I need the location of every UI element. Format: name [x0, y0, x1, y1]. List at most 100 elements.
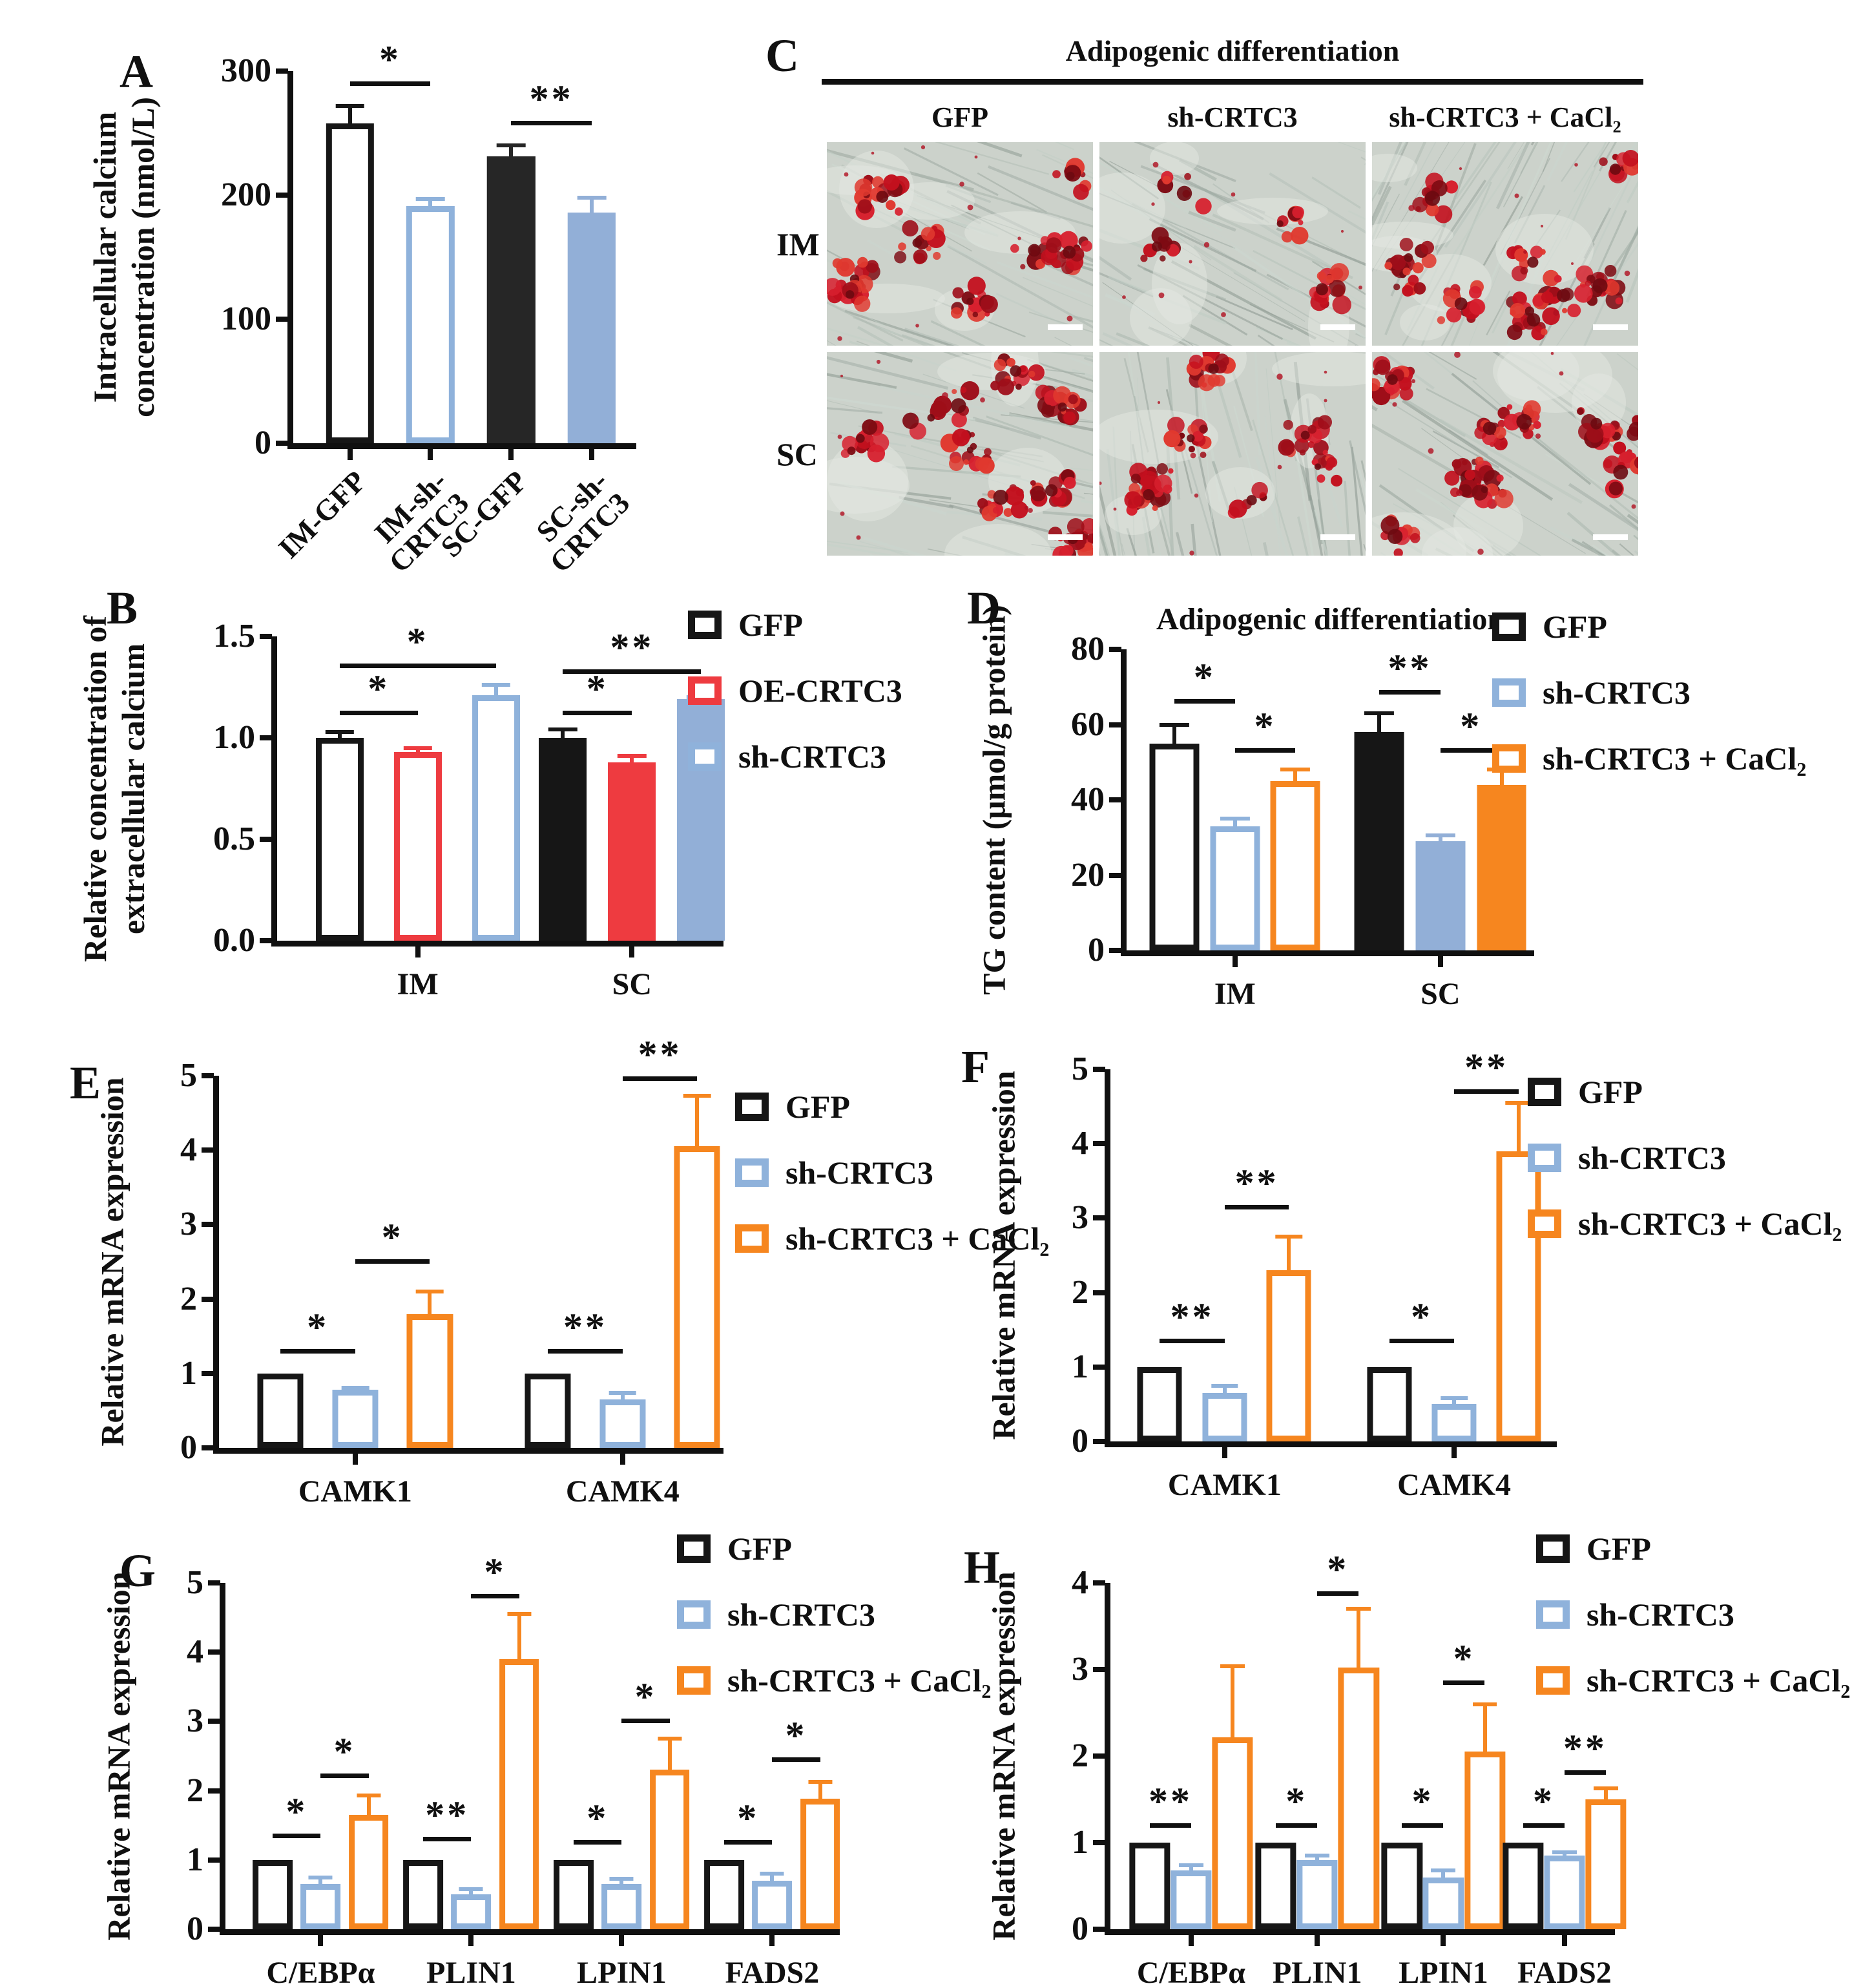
legend-d: GFP sh-CRTC3 sh-CRTC3 + CaCl₂: [1492, 611, 1806, 808]
error-bar-cap: [459, 1887, 483, 1891]
x-category-label: IM: [1214, 977, 1256, 1011]
micrograph-image: [827, 142, 1093, 346]
y-tick-label: 3: [187, 1702, 203, 1740]
legend-e: GFP sh-CRTC3 sh-CRTC3 + CaCl₂: [735, 1091, 1049, 1288]
legend-swatch: [677, 1666, 711, 1695]
error-bar-cap: [308, 1875, 333, 1879]
bar-sh-CRTC3 + CaCl₂: [1338, 1668, 1379, 1929]
error-bar-cap: [1425, 833, 1455, 838]
bar-GFP: [1255, 1843, 1296, 1929]
significance-label: **: [425, 1793, 470, 1836]
micrograph-sc-gfp: [827, 352, 1093, 556]
y-axis-tick: [202, 1222, 214, 1228]
legend-item: sh-CRTC3: [1536, 1598, 1850, 1631]
y-axis-tick: [1109, 872, 1121, 878]
significance-line: [1564, 1770, 1606, 1775]
bar-sh-CRTC3 + CaCl₂: [406, 1313, 453, 1448]
significance-line: [563, 669, 702, 675]
y-axis-tick: [208, 1649, 220, 1655]
panel-g: G Relative mRNA expression 0 1 2 3 4 5 C/EBPα PL…: [39, 1531, 992, 1988]
x-axis-tick: [428, 443, 433, 460]
legend-item: sh-CRTC3: [688, 740, 902, 773]
bar-GFP: [1149, 743, 1200, 950]
error-bar-cap: [1220, 1664, 1245, 1668]
significance-label: *: [1532, 1780, 1555, 1823]
x-category-label: PLIN1: [1272, 1956, 1362, 1988]
bar-IM-GFP: [326, 123, 374, 443]
micrograph-im-gfp: [827, 142, 1093, 346]
x-axis-tick: [347, 443, 353, 460]
y-tick-label: 80: [1071, 631, 1105, 667]
y-tick-label: 0: [1072, 1423, 1088, 1460]
error-bar-cap: [403, 746, 432, 750]
legend-item: sh-CRTC3 + CaCl₂: [1536, 1664, 1850, 1697]
significance-line: [563, 711, 632, 716]
error-bar: [1233, 819, 1237, 826]
legend-swatch: [677, 1600, 711, 1629]
x-category-label: CAMK4: [565, 1474, 680, 1509]
y-axis-tick: [276, 441, 288, 446]
error-bar: [1452, 1398, 1457, 1405]
error-bar-cap: [341, 1385, 369, 1390]
y-tick-label: 0.0: [213, 922, 255, 959]
x-axis-tick: [468, 1929, 474, 1946]
x-category-label: CAMK1: [298, 1474, 412, 1509]
error-bar-cap: [1505, 1100, 1532, 1105]
legend-swatch: [1492, 744, 1526, 773]
legend-label: sh-CRTC3: [727, 1596, 875, 1633]
significance-label: **: [1464, 1046, 1509, 1089]
legend-item: sh-CRTC3: [677, 1598, 991, 1631]
chart-title: Adipogenic differentiation: [1156, 602, 1505, 636]
bar-IM-sh-CRTC3: [406, 206, 455, 443]
x-category-label: SC: [612, 967, 652, 1001]
significance-label: *: [737, 1797, 760, 1840]
bar-sh-CRTC3: [1431, 1404, 1477, 1441]
y-tick-label: 2: [1072, 1273, 1088, 1311]
legend-swatch: [688, 611, 722, 639]
y-tick-label: 300: [221, 52, 271, 89]
legend-item: sh-CRTC3: [1492, 676, 1806, 709]
significance-label: *: [368, 667, 390, 711]
significance-label: **: [1148, 1780, 1192, 1823]
micrograph-image: [1372, 352, 1638, 556]
y-axis-tick: [202, 1370, 214, 1376]
bar-sh-CRTC3 + CaCl₂: [499, 1658, 539, 1929]
legend-label: sh-CRTC3 + CaCl₂: [1587, 1662, 1851, 1699]
y-axis-tick: [1093, 1439, 1105, 1444]
y-axis-tick: [1093, 1580, 1105, 1585]
error-bar-cap: [1364, 711, 1395, 716]
bar-GFP: [1381, 1843, 1423, 1929]
error-bar: [1441, 1870, 1446, 1878]
significance-label: **: [529, 78, 574, 121]
legend-label: GFP: [1578, 1074, 1643, 1110]
error-bar-cap: [609, 1876, 634, 1881]
bar-sh-CRTC3 + CaCl₂: [348, 1815, 389, 1929]
legend-label: sh-CRTC3: [738, 738, 886, 775]
chart-a-plot: Intracellular calcium concentration (nmo…: [87, 40, 636, 579]
x-category-label: FADS2: [725, 1956, 820, 1988]
significance-label: *: [1453, 1637, 1475, 1680]
error-bar: [509, 145, 514, 157]
legend-label: sh-CRTC3: [1587, 1596, 1734, 1633]
significance-line: [273, 1833, 321, 1838]
x-axis-tick: [1437, 950, 1443, 967]
error-bar: [1172, 724, 1176, 744]
legend-swatch: [1536, 1600, 1570, 1629]
x-axis-tick: [1441, 1929, 1446, 1946]
significance-line: [548, 1348, 623, 1354]
panel-letter-e: E: [70, 1057, 101, 1109]
error-bar-cap: [1280, 768, 1311, 772]
bar-GFP: [554, 1859, 594, 1929]
bar-OE-CRTC3: [608, 762, 656, 941]
legend-label: GFP: [727, 1531, 792, 1567]
x-category-label: PLIN1: [426, 1956, 516, 1988]
error-bar-cap: [1346, 1607, 1371, 1611]
y-tick-label: 5: [1072, 1051, 1088, 1087]
micrograph-image: [1099, 142, 1366, 346]
panel-letter-f: F: [961, 1041, 990, 1093]
x-axis-tick: [769, 1929, 775, 1946]
panel-d: D Adipogenic differentiation TG content (…: [956, 575, 1852, 1014]
significance-line: [1389, 1338, 1455, 1343]
x-axis-tick: [619, 1448, 625, 1465]
x-category-label: FADS2: [1517, 1956, 1612, 1988]
